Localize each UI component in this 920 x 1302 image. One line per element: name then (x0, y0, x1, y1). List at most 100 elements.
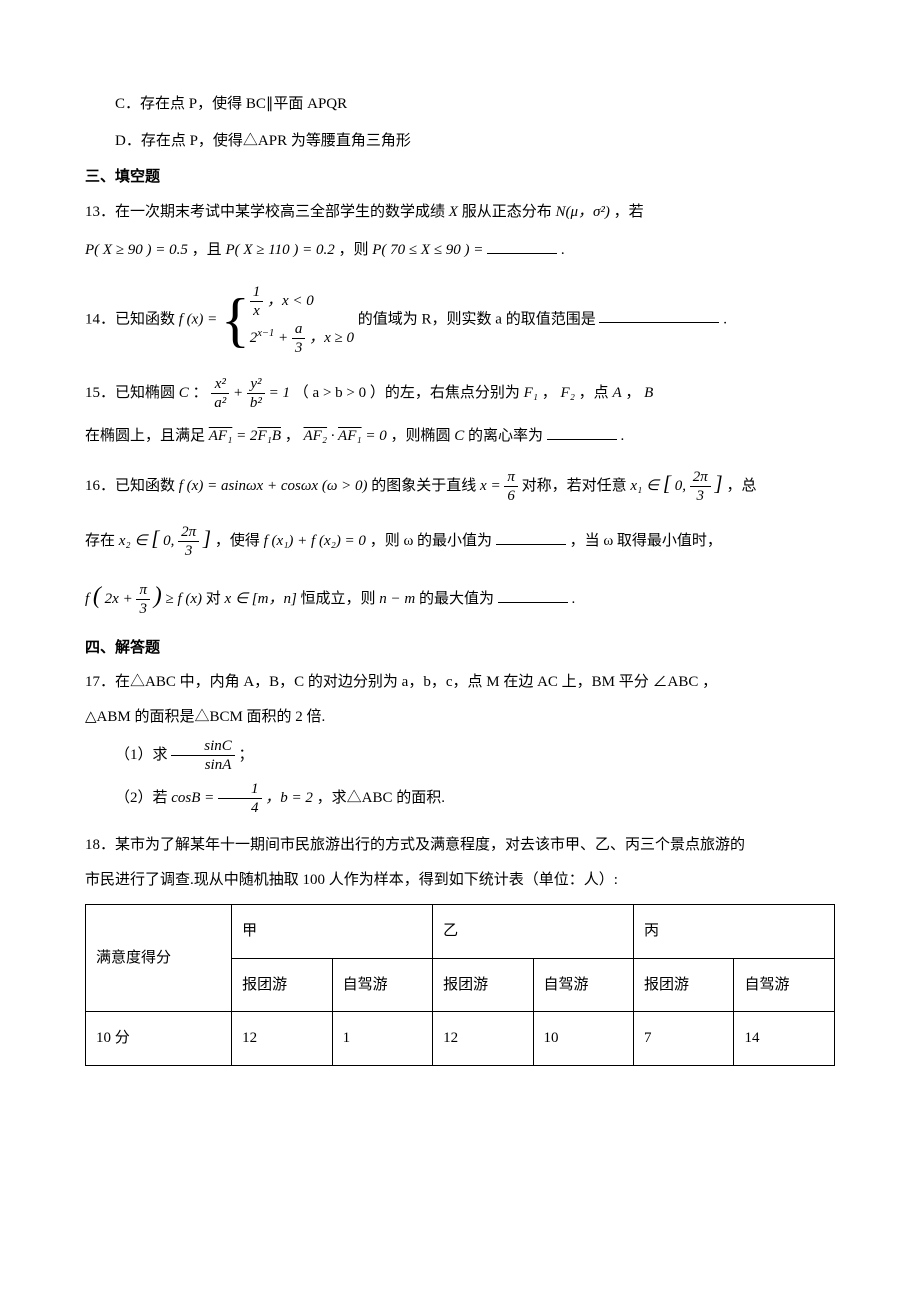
th-bing: 丙 (634, 905, 835, 959)
q17-p2post: ，求△ABC 的面积. (317, 790, 445, 806)
q16-blank1 (496, 530, 566, 545)
table-row: 10 分 12 1 12 10 7 14 (86, 1012, 835, 1066)
q14-mid: 的值域为 R，则实数 a 的取值范围是 (358, 311, 596, 327)
q16-blank2 (498, 588, 568, 603)
q13-p3: P( 70 ≤ X ≤ 90 ) = (372, 242, 483, 258)
q16-pi3d: 3 (136, 600, 150, 618)
q13-p1: P( X ≥ 90 ) = 0.5 (85, 242, 188, 258)
q14-pre: 14．已知函数 (85, 311, 179, 327)
q16-l3c: 恒成立，则 (301, 591, 380, 607)
brace-icon: { (221, 290, 250, 350)
q16-l3b: 对 (206, 591, 225, 607)
q15-f1: F₁ (524, 384, 538, 400)
q15-c1: ， (542, 384, 561, 400)
q16-tp3n: 2π (690, 468, 711, 487)
td-score: 10 分 (86, 1012, 232, 1066)
question-15: 15．已知椭圆 C ： x² a² + y² b² = 1 （ a > b > … (85, 375, 835, 451)
q17-p2pre: （2）若 (115, 790, 171, 806)
q17-cosb: cosB = (171, 790, 218, 806)
th-bt2: 报团游 (433, 958, 533, 1012)
q17-l1: 17．在△ABC 中，内角 A，B，C 的对边分别为 a，b，c，点 M 在边 … (85, 668, 835, 697)
q15-l2end: 的离心率为 (468, 428, 543, 444)
q17-14d: 4 (218, 799, 262, 817)
q18-l2: 市民进行了调查.现从中随机抽取 100 人作为样本，得到如下统计表（单位：人）: (85, 866, 835, 895)
q16-zero2: 0, (163, 533, 174, 549)
q15-yn: y² (247, 375, 265, 394)
q15-rhs: = 1 (269, 384, 290, 400)
q14-frac2: a 3 (292, 320, 306, 357)
q16-pre: 16．已知函数 (85, 478, 179, 494)
q13-text3: ，若 (614, 204, 644, 220)
td-0: 12 (232, 1012, 332, 1066)
q18-l1: 18．某市为了解某年十一期间市民旅游出行的方式及满意程度，对去该市甲、乙、丙三个… (85, 831, 835, 860)
q16-arg: 2x + (105, 591, 137, 607)
q16-l1d: ，总 (726, 478, 756, 494)
q13-and: ，且 (192, 242, 226, 258)
q17-frac: sinC sinA (171, 737, 235, 774)
q16-rp: ) (154, 583, 162, 609)
q16-pi3n: π (136, 581, 150, 600)
th-zj1: 自驾游 (332, 958, 432, 1012)
option-d-text: D．存在点 P，使得△APR 为等腰直角三角形 (115, 133, 411, 149)
q15-l2pre: 在椭圆上，且满足 (85, 428, 209, 444)
q14-frac1: 1 x (250, 283, 264, 320)
q16-pi3: π 3 (136, 581, 150, 618)
q15-f2: F₂ (561, 384, 575, 400)
q14-cond2: ，x ≥ 0 (309, 329, 354, 345)
option-c-text: C．存在点 P，使得 BC∥平面 APQR (115, 96, 347, 112)
q17-fn: sinC (171, 737, 235, 756)
q16-xin: x ∈ [m，n] (225, 591, 297, 607)
q16-xeq: x = (480, 478, 504, 494)
q16-pi6n: π (504, 468, 518, 487)
q14-num1: 1 (250, 283, 264, 302)
q16-geq: ≥ f (x) (165, 591, 202, 607)
q16-2pi3: 2π 3 (690, 468, 711, 505)
q15-C2: C (454, 428, 464, 444)
table-row: 满意度得分 甲 乙 丙 (86, 905, 835, 959)
q15-pre: 15．已知椭圆 (85, 384, 179, 400)
q14-exp: x−1 (257, 327, 274, 338)
q15-yd: b² (247, 394, 265, 412)
q15-plus: + (233, 384, 247, 400)
th-zj2: 自驾游 (533, 958, 633, 1012)
q15-A: A (612, 384, 621, 400)
q16-l2b: ，使得 (215, 533, 264, 549)
td-2: 12 (433, 1012, 533, 1066)
q13-text: 13．在一次期末考试中某学校高三全部学生的数学成绩 (85, 204, 449, 220)
q16-brl: [ (663, 471, 671, 495)
q15-xd: a² (211, 394, 229, 412)
td-4: 7 (634, 1012, 734, 1066)
q15-c3: ， (625, 384, 644, 400)
q14-fx: f (x) = (179, 311, 217, 327)
question-13: 13．在一次期末考试中某学校高三全部学生的数学成绩 X 服从正态分布 N(μ，σ… (85, 198, 835, 265)
q16-tp3d2: 3 (178, 542, 199, 560)
section-4-title: 四、解答题 (85, 634, 835, 663)
q13-x: X (449, 204, 458, 220)
q16-f: f (85, 591, 89, 607)
td-3: 10 (533, 1012, 633, 1066)
th-yi: 乙 (433, 905, 634, 959)
q16-brr: ] (715, 471, 723, 495)
q16-pi6d: 6 (504, 487, 518, 505)
q16-eq2: f (x₁) + f (x₂) = 0 (264, 533, 366, 549)
q15-C: C (179, 384, 189, 400)
q16-brr2: ] (203, 526, 211, 550)
q14-plus: + (278, 329, 292, 345)
q15-frac-x: x² a² (211, 375, 229, 412)
q14-den2: 3 (292, 339, 306, 357)
th-score: 满意度得分 (86, 905, 232, 1012)
q16-tp3d: 3 (690, 487, 711, 505)
q16-x1: x₁ ∈ (630, 478, 659, 494)
th-bt3: 报团游 (634, 958, 734, 1012)
question-17: 17．在△ABC 中，内角 A，B，C 的对边分别为 a，b，c，点 M 在边 … (85, 668, 835, 817)
section-3-title: 三、填空题 (85, 163, 835, 192)
q15-colon: ： (193, 384, 208, 400)
q15-c4: ， (285, 428, 304, 444)
q17-b2: ，b = 2 (265, 790, 313, 806)
question-14: 14．已知函数 f (x) = { 1 x ，x < 0 2x−1 + a 3 … (85, 283, 835, 357)
q14-piecewise: { 1 x ，x < 0 2x−1 + a 3 ，x ≥ 0 (221, 283, 354, 357)
th-jia: 甲 (232, 905, 433, 959)
q14-cond1: ，x < 0 (267, 292, 314, 308)
q15-c2: ，点 (579, 384, 613, 400)
q14-num2: a (292, 320, 306, 339)
